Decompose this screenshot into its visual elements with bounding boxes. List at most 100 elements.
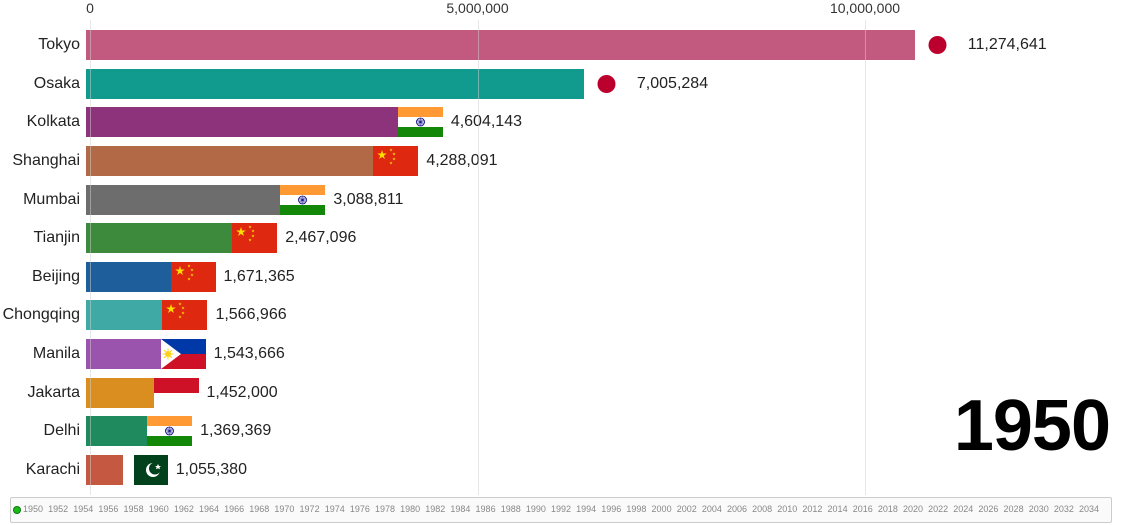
bar-row: Manila 1,543,666 <box>0 335 1122 374</box>
timeline-tick: 1978 <box>375 504 395 514</box>
timeline-tick: 1952 <box>48 504 68 514</box>
timeline-tick: 1964 <box>199 504 219 514</box>
row-label: Delhi <box>0 422 86 440</box>
india-flag-icon <box>398 107 443 137</box>
bar <box>86 185 325 215</box>
timeline-tick: 2022 <box>928 504 948 514</box>
bar-row: Shanghai 4,288,091 <box>0 142 1122 181</box>
value-label: 1,566,966 <box>215 306 286 324</box>
timeline-tick: 2024 <box>953 504 973 514</box>
value-label: 3,088,811 <box>333 191 403 209</box>
timeline-tick: 2016 <box>853 504 873 514</box>
gridline <box>478 20 479 495</box>
timeline-tick: 1962 <box>174 504 194 514</box>
timeline-tick: 1950 <box>23 504 43 514</box>
row-label: Chongqing <box>0 306 86 324</box>
timeline-tick: 2018 <box>878 504 898 514</box>
x-axis-tick-label: 10,000,000 <box>830 0 900 16</box>
timeline-tick: 1990 <box>526 504 546 514</box>
timeline-tick: 2010 <box>777 504 797 514</box>
bar <box>86 416 192 446</box>
timeline-tick: 1974 <box>325 504 345 514</box>
x-axis: 05,000,00010,000,000 <box>90 0 1122 20</box>
value-label: 7,005,284 <box>637 75 708 93</box>
row-label: Shanghai <box>0 152 86 170</box>
row-label: Beijing <box>0 268 86 286</box>
timeline-tick: 1994 <box>576 504 596 514</box>
row-label: Jakarta <box>0 384 86 402</box>
india-flag-icon <box>147 416 192 446</box>
bar <box>86 455 168 485</box>
bar <box>86 146 418 176</box>
bar-fill <box>86 107 443 137</box>
timeline-tick: 2034 <box>1079 504 1099 514</box>
value-label: 1,671,365 <box>224 268 295 286</box>
philippines-flag-icon <box>161 339 206 369</box>
row-label: Mumbai <box>0 191 86 209</box>
japan-flag-icon <box>584 69 629 99</box>
row-label: Kolkata <box>0 113 86 131</box>
bar <box>86 262 216 292</box>
timeline-tick: 2026 <box>978 504 998 514</box>
timeline-tick: 1998 <box>626 504 646 514</box>
bar-row: Tokyo 11,274,641 <box>0 26 1122 65</box>
india-flag-icon <box>280 185 325 215</box>
timeline-tick: 1954 <box>73 504 93 514</box>
timeline-tick: 2008 <box>752 504 772 514</box>
timeline-tick: 2030 <box>1029 504 1049 514</box>
china-flag-icon <box>232 223 277 253</box>
bar-row: Beijing 1,671,365 <box>0 258 1122 297</box>
value-label: 2,467,096 <box>285 229 356 247</box>
row-label: Tokyo <box>0 36 86 54</box>
indonesia-flag-icon <box>154 378 199 408</box>
bar-row: Mumbai 3,088,811 <box>0 180 1122 219</box>
timeline-tick: 1970 <box>274 504 294 514</box>
timeline-marker[interactable] <box>13 506 21 514</box>
japan-flag-icon <box>915 30 960 60</box>
gridline <box>865 20 866 495</box>
row-label: Tianjin <box>0 229 86 247</box>
bar <box>86 107 443 137</box>
timeline-tick: 2006 <box>727 504 747 514</box>
year-label: 1950 <box>954 385 1110 467</box>
bar <box>86 378 199 408</box>
timeline-tick: 1972 <box>300 504 320 514</box>
timeline-tick: 2032 <box>1054 504 1074 514</box>
x-axis-tick-label: 0 <box>86 0 94 16</box>
value-label: 1,369,369 <box>200 422 271 440</box>
timeline-tick: 1976 <box>350 504 370 514</box>
timeline-track: 1950 1952 1954 1956 1958 1960 1962 1964 1966 1968… <box>11 498 1111 522</box>
value-label: 1,543,666 <box>214 345 285 363</box>
bar <box>86 30 960 60</box>
timeline-tick: 1988 <box>501 504 521 514</box>
china-flag-icon <box>171 262 216 292</box>
value-label: 4,288,091 <box>426 152 497 170</box>
bar-race-chart: 0 5,000,000 10,000,000 Tokyo 11,274,641 Osak… <box>0 0 1122 495</box>
timeline-tick: 2020 <box>903 504 923 514</box>
timeline-slider[interactable]: 1950 1952 1954 1956 1958 1960 1962 1964 1966 1968… <box>10 497 1112 523</box>
value-label: 1,055,380 <box>176 461 247 479</box>
row-label: Manila <box>0 345 86 363</box>
x-axis-tick-label: 5,000,000 <box>446 0 508 16</box>
value-label: 11,274,641 <box>968 36 1047 54</box>
timeline-tick: 1966 <box>224 504 244 514</box>
timeline-tick: 1968 <box>249 504 269 514</box>
bar-fill <box>86 146 418 176</box>
bar-row: Chongqing 1,566,966 <box>0 296 1122 335</box>
timeline-tick: 2028 <box>1004 504 1024 514</box>
timeline-tick: 1980 <box>400 504 420 514</box>
bar-row: Kolkata 4,604,143 <box>0 103 1122 142</box>
bar-fill <box>86 30 960 60</box>
timeline-tick: 2014 <box>828 504 848 514</box>
timeline-tick: 1986 <box>476 504 496 514</box>
bar-fill <box>86 69 629 99</box>
timeline-tick: 1984 <box>450 504 470 514</box>
row-label: Osaka <box>0 75 86 93</box>
china-flag-icon <box>373 146 418 176</box>
bar <box>86 69 629 99</box>
timeline-tick: 2000 <box>652 504 672 514</box>
timeline-tick: 1958 <box>124 504 144 514</box>
timeline-tick: 1960 <box>149 504 169 514</box>
bar <box>86 223 277 253</box>
timeline-tick: 1956 <box>98 504 118 514</box>
